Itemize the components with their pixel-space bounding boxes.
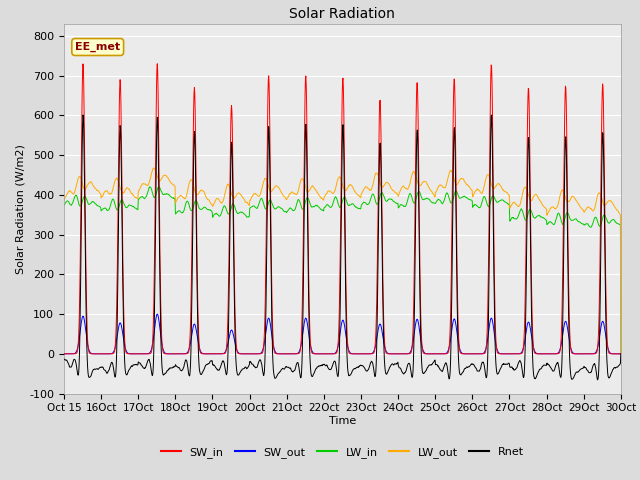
Y-axis label: Solar Radiation (W/m2): Solar Radiation (W/m2): [15, 144, 25, 274]
X-axis label: Time: Time: [329, 416, 356, 426]
Text: EE_met: EE_met: [75, 42, 120, 52]
Title: Solar Radiation: Solar Radiation: [289, 8, 396, 22]
Legend: SW_in, SW_out, LW_in, LW_out, Rnet: SW_in, SW_out, LW_in, LW_out, Rnet: [156, 442, 529, 462]
